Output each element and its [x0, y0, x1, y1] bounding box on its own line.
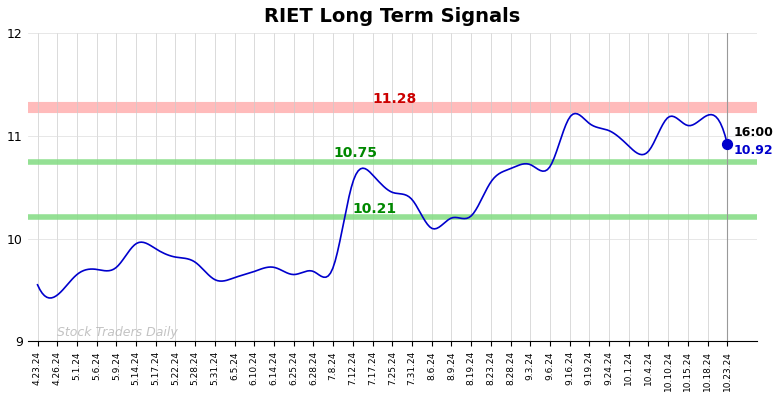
Point [721, 141, 734, 147]
Text: 10.21: 10.21 [353, 202, 397, 216]
Title: RIET Long Term Signals: RIET Long Term Signals [264, 7, 521, 26]
Text: 10.75: 10.75 [333, 146, 377, 160]
Text: Stock Traders Daily: Stock Traders Daily [57, 326, 178, 339]
Text: 11.28: 11.28 [372, 92, 417, 106]
Text: 16:00: 16:00 [733, 126, 773, 139]
Text: 10.92: 10.92 [733, 144, 773, 157]
